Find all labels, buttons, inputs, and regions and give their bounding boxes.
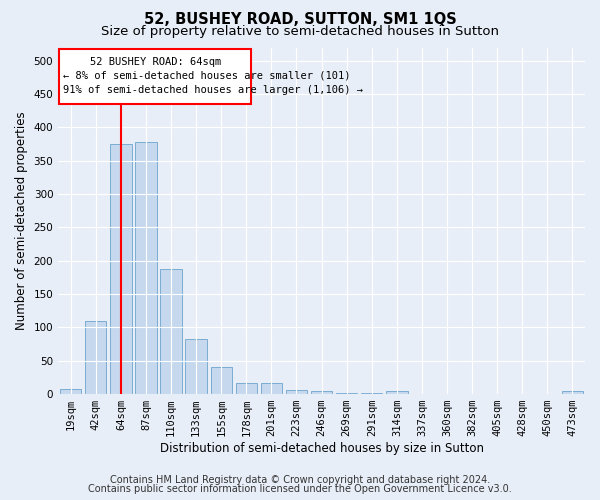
Bar xyxy=(261,383,282,394)
FancyBboxPatch shape xyxy=(59,49,251,104)
Bar xyxy=(60,390,82,394)
Bar xyxy=(160,269,182,394)
Bar xyxy=(185,340,207,394)
Bar xyxy=(311,392,332,394)
Text: Contains public sector information licensed under the Open Government Licence v3: Contains public sector information licen… xyxy=(88,484,512,494)
Bar xyxy=(386,391,407,394)
Bar xyxy=(85,321,106,394)
Text: Size of property relative to semi-detached houses in Sutton: Size of property relative to semi-detach… xyxy=(101,25,499,38)
Bar xyxy=(336,393,358,394)
Text: ← 8% of semi-detached houses are smaller (101): ← 8% of semi-detached houses are smaller… xyxy=(63,71,350,81)
Bar xyxy=(286,390,307,394)
Text: 52 BUSHEY ROAD: 64sqm: 52 BUSHEY ROAD: 64sqm xyxy=(90,57,221,67)
Bar xyxy=(361,393,382,394)
Y-axis label: Number of semi-detached properties: Number of semi-detached properties xyxy=(15,112,28,330)
X-axis label: Distribution of semi-detached houses by size in Sutton: Distribution of semi-detached houses by … xyxy=(160,442,484,455)
Bar xyxy=(211,368,232,394)
Bar xyxy=(562,392,583,394)
Bar xyxy=(136,142,157,394)
Bar xyxy=(110,144,131,394)
Text: Contains HM Land Registry data © Crown copyright and database right 2024.: Contains HM Land Registry data © Crown c… xyxy=(110,475,490,485)
Bar xyxy=(236,384,257,394)
Text: 52, BUSHEY ROAD, SUTTON, SM1 1QS: 52, BUSHEY ROAD, SUTTON, SM1 1QS xyxy=(143,12,457,28)
Text: 91% of semi-detached houses are larger (1,106) →: 91% of semi-detached houses are larger (… xyxy=(63,86,363,96)
